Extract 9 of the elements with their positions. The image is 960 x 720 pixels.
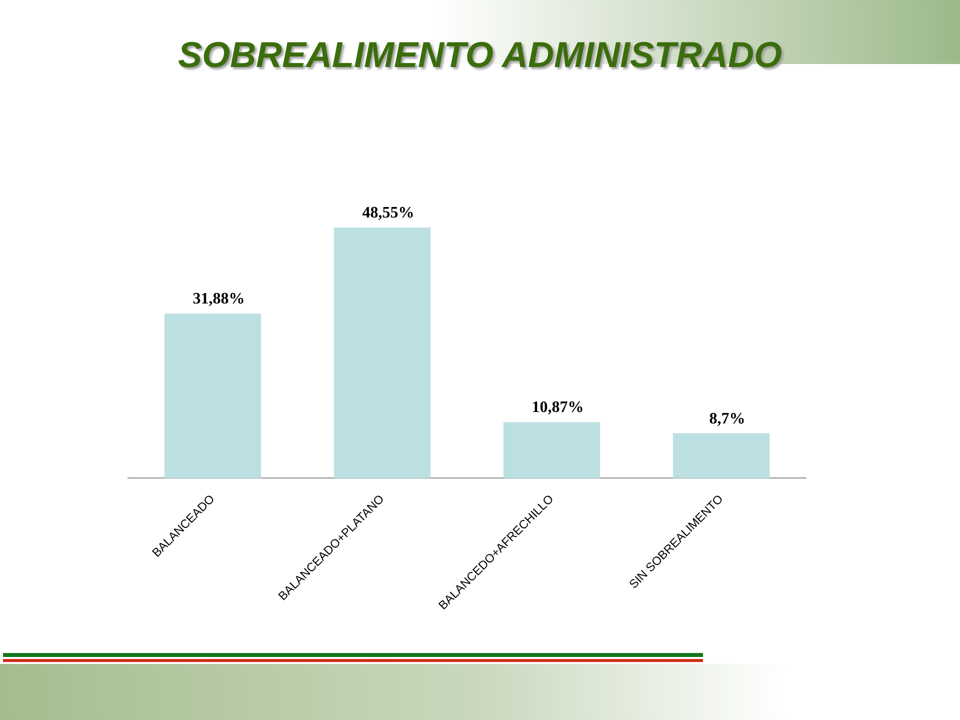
data-label: 10,87% bbox=[532, 399, 584, 416]
data-label: 8,7% bbox=[709, 410, 746, 428]
data-label: 31,88% bbox=[192, 290, 245, 308]
bar bbox=[334, 227, 431, 478]
bar bbox=[503, 422, 600, 478]
data-label: 48,55% bbox=[362, 204, 414, 222]
chart-title: SOBREALIMENTO ADMINISTRADO bbox=[176, 34, 783, 76]
bar bbox=[164, 314, 262, 478]
bar bbox=[672, 433, 770, 478]
